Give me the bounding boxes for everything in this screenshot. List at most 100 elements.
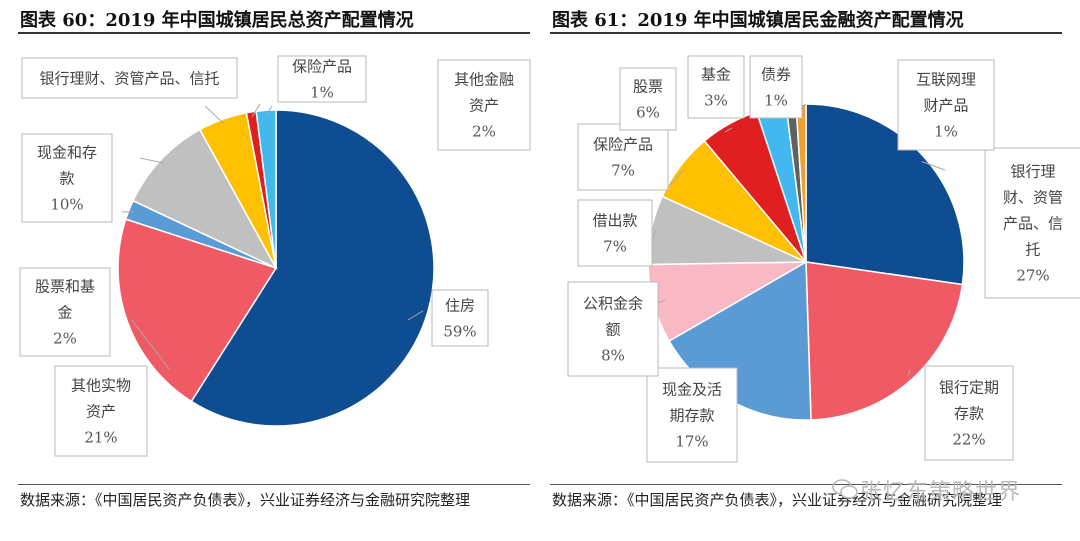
data-label-7: 基金 3% [687,55,745,119]
data-label-6: 股票 6% [619,67,677,131]
data-label-value: 21% [84,429,117,447]
source-note-right: 数据来源：《中国居民资产负债表》，兴业证券经济与金融研究院整理 [552,491,1003,509]
data-label-box [54,365,148,457]
data-label-box [567,281,659,377]
data-label-name: 基金 [701,66,731,84]
data-label-name: 银行理财、资管产品、信托 [39,70,219,88]
data-label-value: 7% [603,238,627,256]
data-label-value: 7% [611,162,635,180]
data-label-box [21,57,238,99]
data-label-value: 6% [636,104,660,122]
data-label-box [646,367,738,463]
data-label-8: 债券 1% [749,55,803,119]
leader-line-0 [407,310,424,321]
leader-line-6 [724,127,732,133]
data-label-value: 27% [1016,267,1049,285]
data-label-name: 款 [59,170,74,188]
data-label-name: 股票和基 [35,278,95,296]
data-label-name: 产品、信 [1003,215,1063,233]
data-label-name: 期存款 [669,407,714,425]
source-rule-right [550,484,1062,485]
chart-title-right: 图表 61：2019 年中国城镇居民金融资产配置情况 [552,10,964,31]
data-label-value: 2% [472,123,496,141]
title-rule-left [18,32,530,34]
data-label-name: 其他金融 [454,71,514,89]
data-label-name: 资产 [86,403,116,421]
leader-line-3 [139,157,165,164]
leader-line-6 [265,105,273,116]
pie-slice-1 [117,218,278,403]
data-label-name: 资产 [469,97,499,115]
data-label-value: 3% [704,92,728,110]
pie-slices [647,103,965,421]
wechat-icon [832,479,858,499]
data-label-value: 8% [601,347,625,365]
data-label-box [984,147,1080,299]
leader-line-9 [800,103,807,110]
pie-slice-6 [255,109,277,269]
data-label-value: 1% [764,92,788,110]
data-label-box [21,133,113,223]
data-label-box [577,123,669,191]
data-label-value: 1% [934,123,958,141]
data-label-value: 22% [952,431,985,449]
leader-line-5 [669,168,685,186]
data-label-name: 托 [1025,241,1040,259]
data-label-name: 财产品 [923,97,968,115]
leader-line-1 [907,369,911,377]
data-label-box [687,55,745,119]
data-label-name: 借出款 [592,212,637,230]
data-label-5: 保险产品 1% [277,55,367,103]
pie-labels: 住房59%其他实物资产21%股票和基金2%现金和存款10%银行理财、资管产品、信… [19,55,531,457]
data-label-name: 银行定期 [939,379,999,397]
data-label-value: 2% [53,330,77,348]
source-note-left: 数据来源：《中国居民资产负债表》，兴业证券经济与金融研究院整理 [20,491,471,509]
title-rule-right [550,32,1062,34]
data-label-name: 银行理 [1010,163,1055,181]
data-label-value: 59% [443,323,476,341]
leader-line-3 [658,299,666,304]
data-label-name: 保险产品 [593,136,653,154]
pie-slice-0 [190,109,435,427]
data-label-box [749,55,803,119]
data-label-box [431,289,489,347]
data-label-value: 1% [310,84,334,102]
data-label-name: 住房 [445,297,475,315]
pie-slices [117,109,435,427]
data-label-0: 住房 59% [431,289,489,347]
source-rule-left [18,484,530,485]
leader-line-1 [131,319,171,371]
data-label-name: 额 [605,321,620,339]
data-label-name: 其他实物 [71,377,131,395]
data-label-box [277,55,367,103]
pie-slice-3 [132,128,278,270]
data-label-name: 现金和存 [37,144,97,162]
data-label-box [437,59,531,151]
data-label-box [897,59,995,151]
data-label-name: 存款 [954,405,984,423]
data-label-name: 金 [57,304,72,322]
leader-line-4 [204,105,225,125]
leader-line-4 [651,230,657,241]
data-label-box [619,67,677,131]
data-label-name: 互联网理 [916,71,976,89]
data-label-name: 债券 [761,66,791,84]
data-label-value: 10% [50,196,83,214]
data-label-5: 保险产品 7% [577,123,669,191]
data-label-name: 保险产品 [292,58,352,76]
data-label-box [19,267,111,357]
data-label-name: 股票 [633,78,663,96]
pie-slice-0 [805,103,965,286]
pie-slice-1 [805,261,964,421]
data-label-0: 银行理财、资管产品、信托 27% [984,147,1080,299]
data-label-box [577,199,653,267]
